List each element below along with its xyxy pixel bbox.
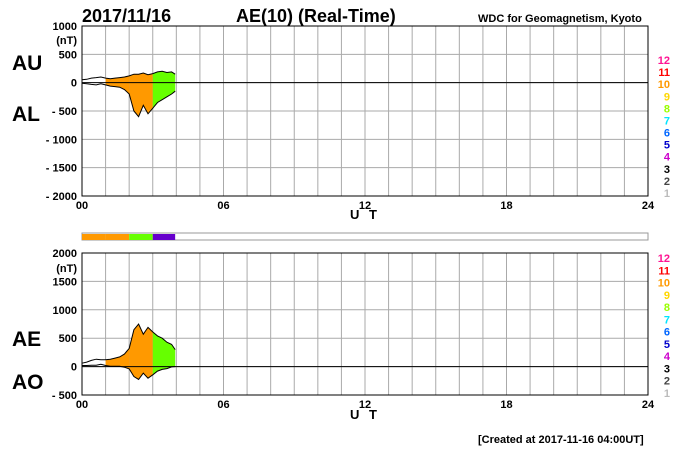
panel2-station-count-3: 3 (664, 363, 670, 375)
hour-strip-segment (152, 234, 176, 240)
panel1-label-top: AU (12, 52, 42, 75)
created-timestamp: [Created at 2017-11-16 04:00UT] (478, 434, 644, 446)
panel2-hour-band-0 (82, 359, 106, 366)
panel2-x-tick-label: 06 (217, 399, 229, 411)
panel2-station-count-9: 9 (664, 290, 670, 302)
panel1-y-tick-label: - 1000 (46, 134, 77, 146)
panel1-station-count-8: 8 (664, 103, 670, 115)
panel1-x-tick-label: 06 (217, 200, 229, 212)
panel1-y-tick-label: - 2000 (46, 191, 77, 203)
panel1-station-count-12: 12 (658, 55, 670, 67)
panel1-x-tick-label: 00 (76, 200, 88, 212)
panel1-station-count-4: 4 (664, 152, 671, 164)
panel2-x-tick-label: 12 (359, 399, 371, 411)
panel1-y-tick-label: - 500 (52, 106, 77, 118)
panel2-y-tick-label: - 500 (52, 390, 77, 402)
panel2-hour-band-3 (152, 332, 176, 375)
panel1-y-tick-label: 1000 (53, 21, 77, 33)
panel2-y-tick-label: 1500 (53, 276, 77, 288)
panel1-station-count-6: 6 (664, 128, 670, 140)
panel2-station-count-12: 12 (658, 253, 670, 265)
panel1-series-au (81, 70, 176, 81)
panel1-y-tick-label: 0 (71, 78, 77, 90)
panel2-station-count-11: 11 (658, 265, 670, 277)
panel1-hour-band-3 (152, 71, 176, 109)
panel1-station-count-5: 5 (664, 140, 670, 152)
panel1-station-count-7: 7 (664, 115, 670, 127)
panel2-y-tick-label: 1000 (53, 305, 77, 317)
panel1-station-count-10: 10 (658, 79, 670, 91)
panel1-plot-frame (81, 25, 649, 197)
panel2-y-tick-label: 0 (71, 362, 77, 374)
panel1-x-tick-label: 18 (500, 200, 512, 212)
date-label: 2017/11/16 (82, 6, 171, 26)
hour-strip-segment (129, 234, 153, 240)
panel1-station-count-9: 9 (664, 91, 670, 103)
panel2-station-count-5: 5 (664, 339, 670, 351)
panel1-hour-band-2 (129, 73, 153, 117)
panel1-x-axis-label: U T (350, 207, 380, 222)
panel2-station-count-2: 2 (664, 376, 670, 388)
panel2-station-count-1: 1 (664, 388, 670, 400)
panel2-hour-band-2 (129, 324, 153, 380)
panel1-x-tick-label: 12 (359, 200, 371, 212)
panel2-unit-label: (nT) (56, 263, 77, 275)
panel2-station-count-8: 8 (664, 302, 670, 314)
panel2-station-count-6: 6 (664, 327, 670, 339)
hour-strip-segment (82, 234, 106, 240)
panel2-plot-frame (81, 252, 649, 396)
panel2-y-tick-label: 500 (59, 333, 77, 345)
panel2-station-count-7: 7 (664, 314, 670, 326)
panel1-hour-band-1 (105, 75, 130, 94)
chart-title: AE(10) (Real-Time) (236, 6, 396, 26)
panel2-x-tick-label: 24 (642, 399, 655, 411)
panel2-y-tick-label: 2000 (53, 248, 77, 260)
panel1-station-count-1: 1 (664, 188, 670, 200)
panel2-x-tick-label: 00 (76, 399, 88, 411)
panel2-x-tick-label: 18 (500, 399, 512, 411)
panel1-station-count-3: 3 (664, 164, 670, 176)
panel1-series-al (81, 82, 176, 118)
source-label: WDC for Geomagnetism, Kyoto (478, 13, 642, 25)
panel1-y-tick-label: 500 (59, 49, 77, 61)
panel2-station-count-4: 4 (664, 351, 671, 363)
panel2-series-ae (81, 323, 176, 364)
panel2-station-count-10: 10 (658, 278, 670, 290)
panel1-x-tick-label: 24 (642, 200, 655, 212)
panel1-station-count-11: 11 (658, 67, 670, 79)
hour-strip-segment (105, 234, 130, 240)
panel1-y-tick-label: - 1500 (46, 163, 77, 175)
panel1-station-count-2: 2 (664, 176, 670, 188)
panel1-unit-label: (nT) (56, 35, 77, 47)
panel2-series-ao (82, 363, 176, 381)
panel2-label-top: AE (12, 328, 41, 351)
panel1-label-bottom: AL (12, 103, 40, 126)
panel2-x-axis-label: U T (350, 407, 380, 422)
panel2-hour-band-1 (105, 348, 130, 369)
panel2-label-bottom: AO (12, 371, 44, 394)
